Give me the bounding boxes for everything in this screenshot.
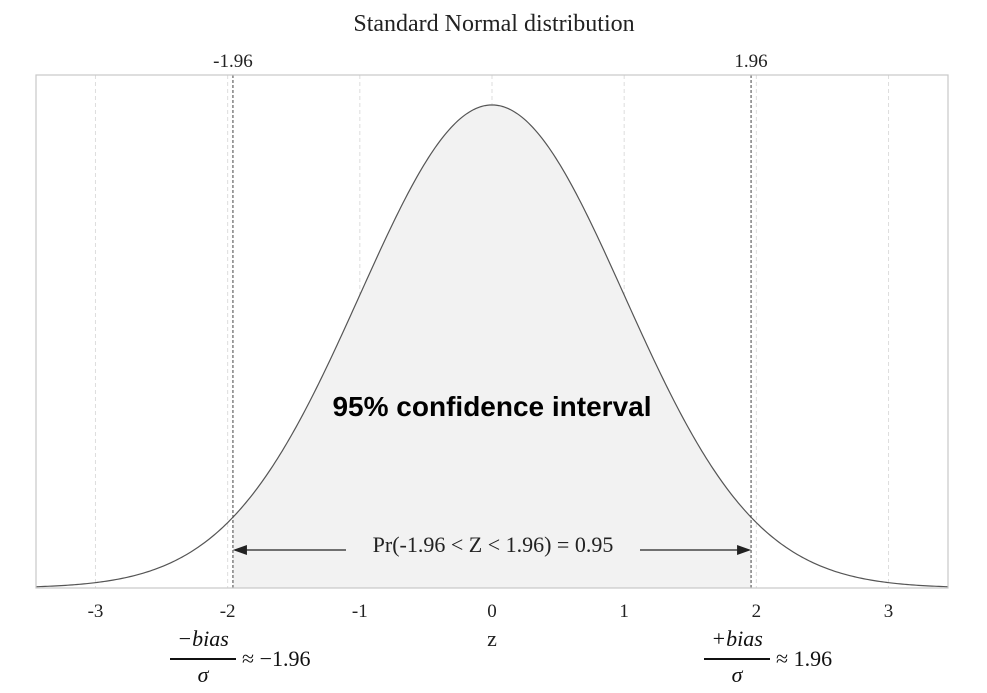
plot-frame — [35, 74, 949, 589]
arrow-head-left — [232, 545, 247, 555]
x-axis-ticks: -3 -2 -1 0 1 2 3 — [88, 601, 894, 622]
x-tick-label-4: 1 — [619, 601, 629, 622]
right-formula-denominator: σ — [731, 662, 743, 687]
left-bias-formula: −bias σ ≈ −1.96 — [170, 626, 350, 690]
right-formula-rhs: ≈ 1.96 — [776, 646, 833, 671]
x-axis-label: z — [487, 626, 497, 651]
probability-text: Pr(-1.96 < Z < 1.96) = 0.95 — [373, 532, 614, 557]
right-bias-formula: +bias σ ≈ 1.96 — [704, 626, 874, 690]
x-tick-label-6: 3 — [884, 601, 894, 622]
left-formula-numerator: −bias — [177, 626, 229, 651]
x-tick-label-0: -3 — [88, 601, 104, 622]
x-tick-label-1: -2 — [220, 601, 236, 622]
x-tick-label-2: -1 — [352, 601, 368, 622]
left-formula-fraction-bar — [170, 658, 236, 660]
left-formula-denominator: σ — [197, 662, 209, 687]
chart-title: Standard Normal distribution — [353, 11, 634, 37]
right-formula-numerator: +bias — [711, 626, 763, 651]
x-tick-label-3: 0 — [487, 601, 497, 622]
left-formula-rhs: ≈ −1.96 — [242, 646, 311, 671]
arrow-head-right — [737, 545, 752, 555]
density-curve — [35, 104, 949, 588]
confidence-interval-label: 95% confidence interval — [332, 391, 651, 422]
probability-arrow — [232, 545, 752, 555]
critical-value-label-right: 1.96 — [734, 51, 767, 72]
x-tick-label-5: 2 — [752, 601, 762, 622]
right-formula-fraction-bar — [704, 658, 770, 660]
shaded-area — [232, 104, 752, 588]
critical-value-label-left: -1.96 — [213, 51, 253, 72]
